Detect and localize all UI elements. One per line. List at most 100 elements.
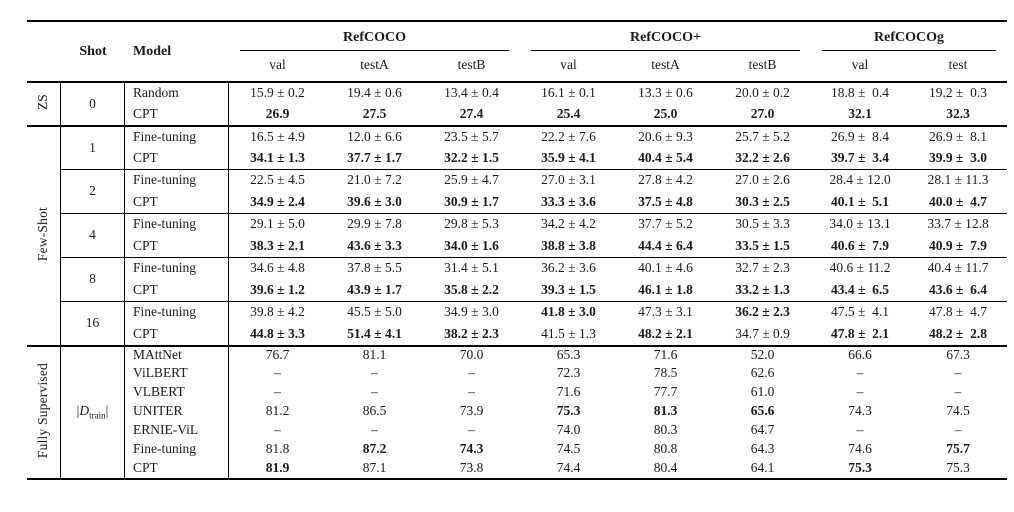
score-cell: 81.9 bbox=[265, 460, 290, 476]
score-cell: 37.7 ± 1.7 bbox=[347, 149, 402, 165]
score-cell: 64.3 bbox=[750, 441, 775, 457]
score-cell: – bbox=[371, 384, 378, 400]
score-cell: 43.6 ± 3.3 bbox=[347, 237, 402, 253]
model-name-cell: Fine-tuning bbox=[125, 169, 229, 192]
dataset-header-refcoco-plus: RefCOCO+ bbox=[520, 20, 812, 51]
score-cell: 39.7 ± 3.4 bbox=[831, 149, 890, 165]
score-cell: 46.1 ± 1.8 bbox=[638, 281, 693, 297]
score-cell: 34.6 ± 4.8 bbox=[229, 257, 326, 279]
score-cell: 43.9 ± 1.7 bbox=[347, 281, 402, 297]
model-name-cell: CPT bbox=[125, 279, 229, 302]
score-cell: 18.8 ± 0.4 bbox=[811, 81, 910, 103]
model-header: Model bbox=[125, 20, 229, 81]
score-cell: 86.5 bbox=[362, 403, 387, 419]
score-cell: 47.8 ± 2.1 bbox=[831, 325, 890, 341]
score-cell: 30.9 ± 1.7 bbox=[444, 193, 499, 209]
score-cell: 25.4 bbox=[556, 105, 581, 121]
score-cell: – bbox=[856, 384, 864, 400]
score-cell: 81.2 bbox=[265, 403, 290, 419]
score-cell: – bbox=[468, 422, 475, 438]
col-header-refcoco-val: val bbox=[269, 56, 286, 72]
score-cell: 15.9 ± 0.2 bbox=[229, 81, 326, 103]
score-cell: 65.6 bbox=[750, 403, 775, 419]
score-cell: 35.9 ± 4.1 bbox=[541, 149, 596, 165]
score-cell: 44.8 ± 3.3 bbox=[250, 325, 305, 341]
score-cell: 20.0 ± 0.2 bbox=[714, 81, 812, 103]
score-cell: 51.4 ± 4.1 bbox=[347, 325, 402, 341]
model-name-cell: CPT bbox=[125, 191, 229, 214]
table-row: CPT 44.8 ± 3.3 51.4 ± 4.1 38.2 ± 2.3 41.5 ± … bbox=[27, 323, 1007, 346]
table-row: CPT 38.3 ± 2.1 43.6 ± 3.3 34.0 ± 1.6 38.8 ± … bbox=[27, 235, 1007, 258]
score-cell: 78.5 bbox=[653, 365, 678, 381]
score-cell: 34.2 ± 4.2 bbox=[520, 213, 618, 235]
table-row: Fully Supervised |Dtrain| MAttNet 76.7 81.1 7… bbox=[27, 345, 1008, 479]
score-cell: 27.0 ± 3.1 bbox=[520, 169, 618, 191]
score-cell: – bbox=[954, 384, 962, 400]
table-row: Few-Shot 1 Fine-tuning 16.5 ± 4.9 12.0 ± 6.6… bbox=[27, 125, 1008, 346]
col-header-refcocog-test: test bbox=[948, 56, 968, 72]
col-header-refcoco-plus-testb: testB bbox=[748, 56, 777, 72]
col-header-refcoco-plus-val: val bbox=[560, 56, 577, 72]
score-cell: 74.4 bbox=[556, 460, 581, 476]
score-cell: 39.6 ± 1.2 bbox=[250, 281, 305, 297]
score-cell: 61.0 bbox=[750, 384, 775, 400]
score-cell: 74.3 bbox=[848, 403, 872, 419]
score-cell: 70.0 bbox=[423, 345, 521, 364]
score-cell: 13.3 ± 0.6 bbox=[617, 81, 715, 103]
score-cell: 81.8 bbox=[265, 441, 290, 457]
score-cell: 33.5 ± 1.5 bbox=[735, 237, 790, 253]
score-cell: 39.3 ± 1.5 bbox=[541, 281, 596, 297]
score-cell: – bbox=[856, 365, 864, 381]
score-cell: 34.9 ± 2.4 bbox=[250, 193, 305, 209]
score-cell: 80.3 bbox=[653, 422, 678, 438]
score-cell: 27.0 bbox=[750, 105, 775, 121]
model-name-cell: CPT bbox=[125, 459, 229, 479]
score-cell: 26.9 ± 8.1 bbox=[909, 125, 1008, 147]
score-cell: 36.2 ± 2.3 bbox=[714, 301, 812, 323]
score-cell: 30.5 ± 3.3 bbox=[714, 213, 812, 235]
score-cell: – bbox=[954, 365, 962, 381]
model-name-cell: MAttNet bbox=[125, 345, 229, 365]
score-cell: 66.6 bbox=[811, 345, 910, 364]
score-cell: 38.8 ± 3.8 bbox=[541, 237, 596, 253]
score-cell: 25.9 ± 4.7 bbox=[423, 169, 521, 191]
model-name-cell: ViLBERT bbox=[125, 364, 229, 384]
model-name-cell: VLBERT bbox=[125, 383, 229, 403]
col-header-refcocog-val: val bbox=[851, 56, 869, 72]
score-cell: 73.9 bbox=[459, 403, 484, 419]
score-cell: 20.6 ± 9.3 bbox=[617, 125, 715, 147]
dataset-header-refcoco: RefCOCO bbox=[229, 20, 521, 51]
score-cell: 41.8 ± 3.0 bbox=[520, 301, 618, 323]
score-cell: 34.0 ± 13.1 bbox=[811, 213, 910, 235]
col-header-refcoco-testb: testB bbox=[457, 56, 486, 72]
table-row: ViLBERT – – – 72.3 78.5 62.6 – – bbox=[27, 364, 1007, 384]
paper-table-region: Shot Model RefCOCO RefCOCO+ RefCOCOg val… bbox=[27, 20, 1008, 481]
group-header-row: Shot Model RefCOCO RefCOCO+ RefCOCOg bbox=[27, 20, 1008, 59]
table-row: ZS 0 Random 15.9 ± 0.2 19.4 ± 0.6 13.4 ± 0.4 1… bbox=[27, 81, 1008, 126]
score-cell: 62.6 bbox=[750, 365, 775, 381]
score-cell: 48.2 ± 2.8 bbox=[929, 325, 988, 341]
score-cell: 74.3 bbox=[459, 441, 484, 457]
score-cell: 27.5 bbox=[362, 105, 387, 121]
score-cell: 34.1 ± 1.3 bbox=[250, 149, 305, 165]
dataset-label: RefCOCOg bbox=[822, 28, 997, 51]
score-cell: 36.2 ± 3.6 bbox=[520, 257, 618, 279]
score-cell: 32.2 ± 1.5 bbox=[444, 149, 499, 165]
score-cell: 27.4 bbox=[459, 105, 484, 121]
section-label-cell: Few-Shot bbox=[27, 125, 61, 346]
score-cell: 22.2 ± 7.6 bbox=[520, 125, 618, 147]
score-cell: 29.8 ± 5.3 bbox=[423, 213, 521, 235]
score-cell: 37.7 ± 5.2 bbox=[617, 213, 715, 235]
score-cell: 32.7 ± 2.3 bbox=[714, 257, 812, 279]
shot-value-cell: 0 bbox=[61, 81, 125, 126]
corner-cell bbox=[27, 20, 61, 81]
table-row: CPT 34.1 ± 1.3 37.7 ± 1.7 32.2 ± 1.5 35.9 ± … bbox=[27, 147, 1007, 170]
section-label: Fully Supervised bbox=[35, 362, 51, 458]
score-cell: – bbox=[371, 365, 378, 381]
score-cell: 26.9 bbox=[265, 105, 290, 121]
table-row: 4 Fine-tuning 29.1 ± 5.0 29.9 ± 7.8 29.8 ± 5… bbox=[27, 213, 1008, 258]
score-cell: 75.3 bbox=[946, 460, 970, 476]
dataset-size-symbol: D bbox=[79, 403, 90, 419]
score-cell: – bbox=[856, 422, 864, 438]
dataset-header-refcocog: RefCOCOg bbox=[811, 20, 1008, 51]
